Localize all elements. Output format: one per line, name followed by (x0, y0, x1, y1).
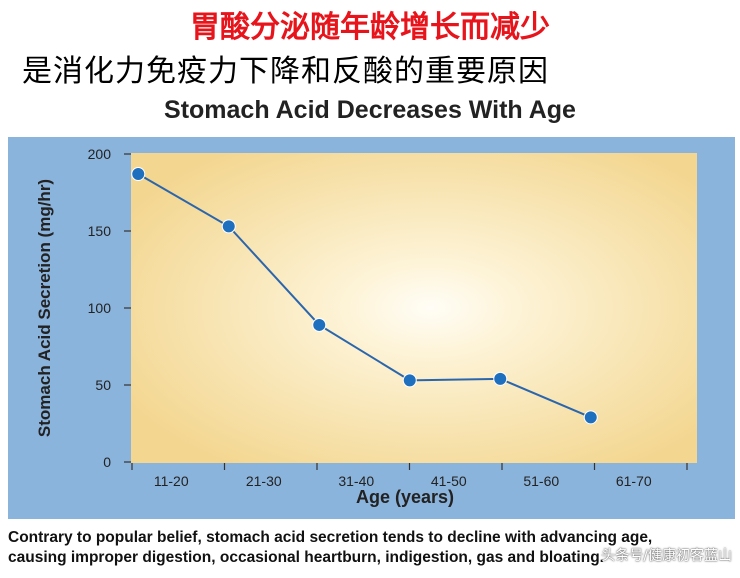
y-tick-label: 200 (88, 146, 112, 162)
data-point (493, 371, 508, 386)
y-tick-label: 100 (88, 300, 112, 316)
data-marks (131, 167, 598, 425)
x-tick-label: 11-20 (154, 473, 189, 489)
headline: 胃酸分泌随年龄增长而减少 (190, 10, 550, 45)
caption-line-1: Contrary to popular belief, stomach acid… (8, 529, 653, 546)
y-tick-label: 0 (103, 454, 111, 470)
y-axis-label: Stomach Acid Secretion (mg/hr) (35, 179, 54, 437)
data-point (402, 373, 417, 388)
x-tick-label: 41-50 (431, 473, 467, 489)
caption: Contrary to popular belief, stomach acid… (8, 528, 733, 568)
data-point (221, 219, 236, 234)
x-tick-label: 31-40 (338, 473, 374, 489)
y-tick-label: 150 (88, 223, 112, 239)
series-line (137, 173, 592, 419)
x-tick-label: 51-60 (523, 473, 559, 489)
data-point (312, 317, 327, 332)
subheadline: 是消化力免疫力下降和反酸的重要原因 (22, 54, 549, 89)
chart-panel: 0 50 100 150 200 11-20 21-30 31-40 41-50 51-60 61-… (8, 137, 735, 519)
y-tick-label: 50 (95, 377, 111, 393)
x-tick-label: 21-30 (246, 473, 282, 489)
data-point (583, 410, 598, 425)
data-point (131, 167, 146, 182)
x-tick-label: 61-70 (616, 473, 652, 489)
caption-line-2: causing improper digestion, occasional h… (8, 549, 604, 566)
x-axis-label: Age (years) (356, 487, 454, 507)
plot-area (131, 153, 697, 463)
chart-title: Stomach Acid Decreases With Age (164, 96, 576, 124)
axes: 0 50 100 150 200 11-20 21-30 31-40 41-50 51-60 61-… (88, 146, 688, 489)
watermark: 头条号/健康初客蓝山 (601, 548, 732, 564)
